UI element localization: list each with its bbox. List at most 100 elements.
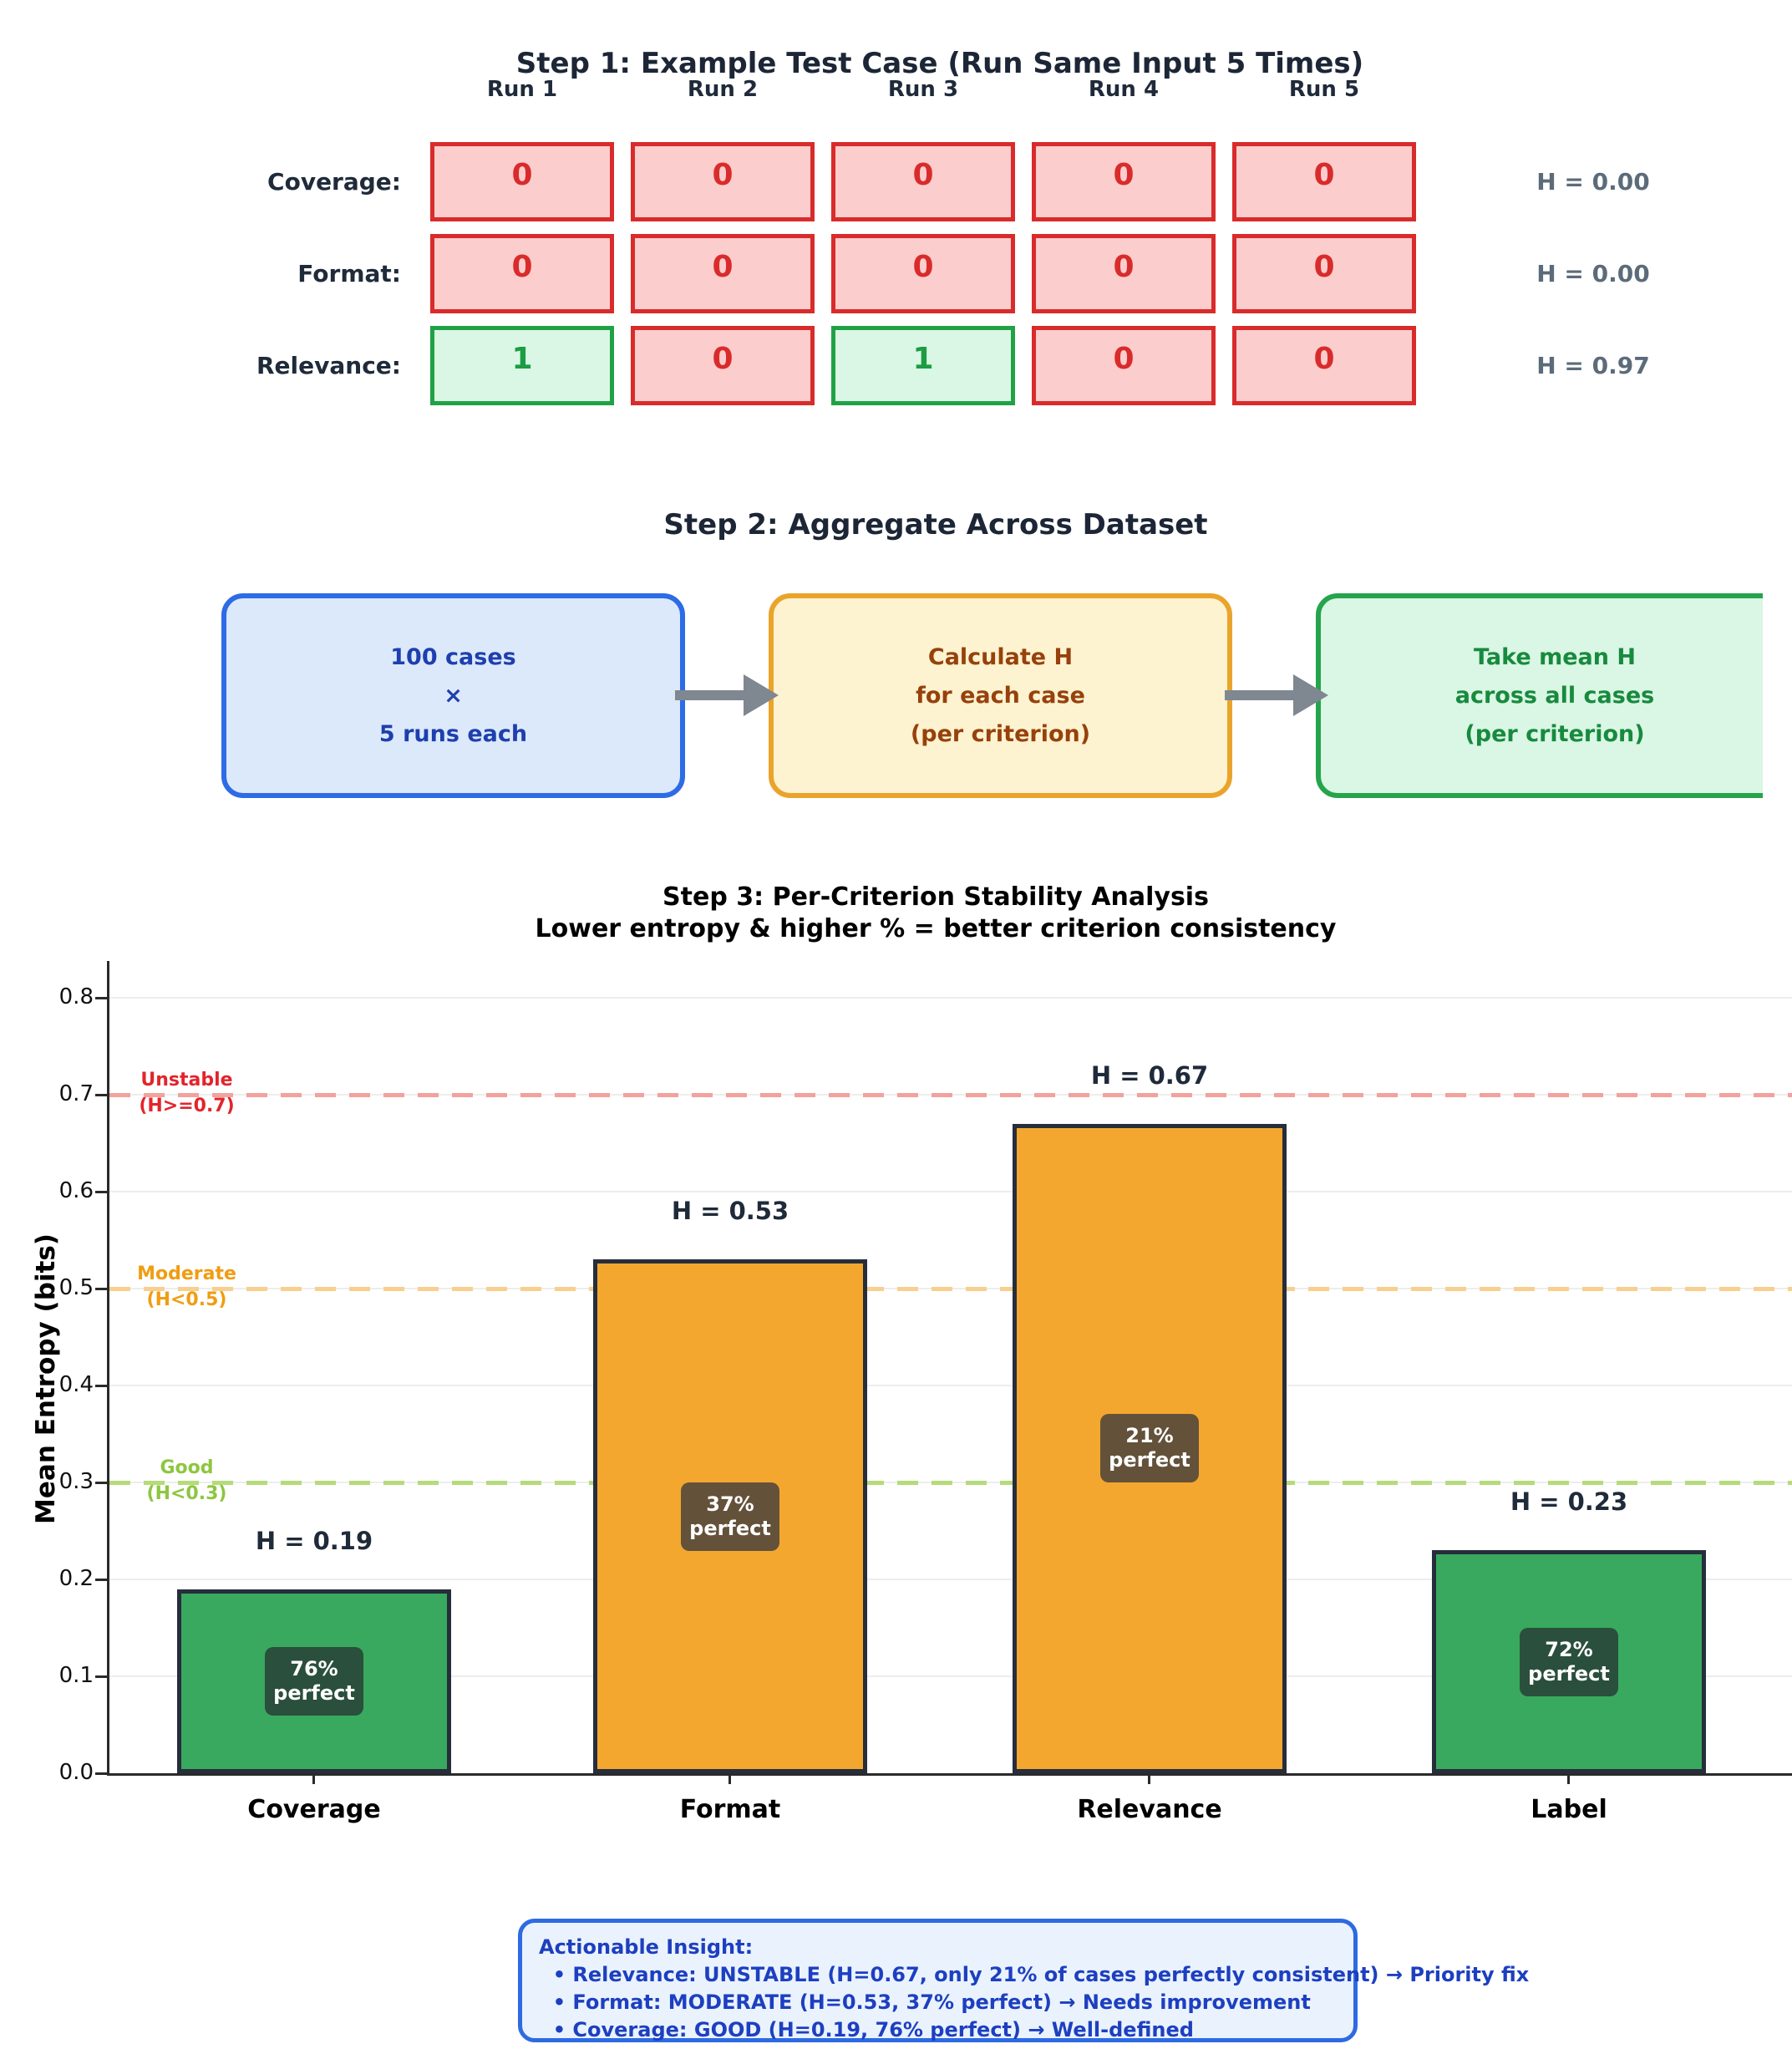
entropy-value: H = 0.00	[1536, 168, 1650, 196]
badge-word: perfect	[1109, 1448, 1190, 1472]
flow-box: Take mean H across all cases (per criterio…	[1316, 593, 1763, 798]
x-tick-mark	[1567, 1776, 1570, 1784]
chart-subtitle: Lower entropy & higher % = better criter…	[535, 914, 1337, 943]
x-tick-mark	[728, 1776, 731, 1784]
y-tick-label: 0.0	[58, 1760, 94, 1785]
chart-title: Step 3: Per-Criterion Stability Analysis	[662, 882, 1209, 912]
flow-box-line: Calculate H	[927, 643, 1074, 670]
flow-box-line: 100 cases	[390, 643, 516, 670]
score-cell: 0	[631, 234, 815, 313]
gridline	[109, 1191, 1792, 1192]
entropy-value: H = 0.00	[1536, 260, 1650, 287]
gridline	[109, 1579, 1792, 1580]
gridline	[109, 1675, 1792, 1677]
y-tick-mark	[95, 1482, 107, 1484]
run-header: Run 4	[1088, 77, 1160, 102]
score-cell-value: 0	[712, 342, 734, 376]
y-tick-mark	[95, 1191, 107, 1193]
badge: 37% perfect	[681, 1482, 779, 1551]
row-label: Relevance:	[256, 352, 401, 379]
score-cell-value: 0	[1313, 158, 1335, 192]
badge-percent: 37%	[706, 1492, 754, 1516]
score-cell: 0	[631, 142, 815, 221]
step1-title: Step 1: Example Test Case (Run Same Inpu…	[515, 47, 1364, 80]
y-tick-mark	[95, 1385, 107, 1387]
y-tick-mark	[95, 1675, 107, 1678]
threshold-condition: (H>=0.7)	[139, 1096, 235, 1116]
y-tick-mark	[95, 1579, 107, 1581]
score-cell: 0	[1032, 326, 1216, 405]
insight-line: • Coverage: GOOD (H=0.19, 76% perfect) →…	[539, 2018, 1194, 2041]
score-cell: 0	[1232, 326, 1416, 405]
y-tick-mark	[95, 1772, 107, 1775]
insight-line: • Relevance: UNSTABLE (H=0.67, only 21% …	[539, 1963, 1530, 1986]
y-tick-mark	[95, 1288, 107, 1290]
x-tick-mark	[312, 1776, 315, 1784]
badge-percent: 21%	[1125, 1424, 1174, 1448]
flow-box-line: for each case	[916, 682, 1085, 709]
score-cell-value: 0	[1313, 342, 1335, 376]
score-cell-value: 1	[511, 342, 533, 376]
flow-box: Calculate H for each case (per criterion)	[769, 593, 1232, 798]
threshold-condition: (H<0.5)	[146, 1289, 227, 1310]
x-tick-label: Relevance	[1077, 1795, 1222, 1824]
x-tick-label: Coverage	[247, 1795, 381, 1824]
step2-title: Step 2: Aggregate Across Dataset	[663, 508, 1208, 541]
badge: 21% perfect	[1100, 1414, 1199, 1483]
score-cell-value: 0	[1113, 250, 1135, 284]
badge-word: perfect	[273, 1680, 355, 1705]
entropy-value: H = 0.97	[1536, 352, 1650, 379]
y-tick-label: 0.4	[58, 1372, 94, 1397]
score-cell: 0	[831, 142, 1015, 221]
bar-value-label: H = 0.23	[1510, 1487, 1628, 1517]
insight-line: Actionable Insight:	[539, 1935, 754, 1959]
y-tick-mark	[95, 1094, 107, 1096]
flow-box-line: (per criterion)	[910, 720, 1091, 747]
score-cell-value: 0	[1113, 342, 1135, 376]
arrow-right-icon	[675, 674, 779, 716]
gridline	[109, 997, 1792, 999]
y-tick-label: 0.2	[58, 1566, 94, 1591]
x-tick-mark	[1148, 1776, 1150, 1784]
badge-word: perfect	[1528, 1661, 1610, 1685]
score-cell-value: 0	[712, 250, 734, 284]
badge-word: perfect	[689, 1516, 771, 1540]
score-cell-value: 0	[712, 158, 734, 192]
score-cell-value: 1	[912, 342, 934, 376]
bar-value-label: H = 0.19	[255, 1526, 373, 1555]
threshold-line	[109, 1481, 1792, 1485]
score-cell-value: 0	[912, 250, 934, 284]
run-header: Run 3	[887, 77, 959, 102]
run-header: Run 1	[486, 77, 558, 102]
y-tick-label: 0.5	[58, 1275, 94, 1300]
row-label: Format:	[297, 260, 401, 287]
insight-box: Actionable Insight: • Relevance: UNSTABL…	[518, 1919, 1530, 2042]
x-tick-label: Label	[1531, 1795, 1607, 1824]
score-cell: 0	[831, 234, 1015, 313]
score-cell: 0	[1032, 234, 1216, 313]
flow-box-line: across all cases	[1454, 682, 1655, 709]
flow-box-line: (per criterion)	[1465, 720, 1645, 747]
badge-percent: 76%	[290, 1656, 338, 1680]
threshold-label: Good	[160, 1457, 214, 1478]
y-tick-mark	[95, 997, 107, 999]
y-tick-label: 0.3	[58, 1469, 94, 1494]
score-cell-value: 0	[511, 250, 533, 284]
row-label: Coverage:	[267, 168, 401, 196]
score-cell: 0	[1032, 142, 1216, 221]
score-cell: 0	[1232, 142, 1416, 221]
threshold-line	[109, 1287, 1792, 1291]
gridline	[109, 1385, 1792, 1386]
y-tick-label: 0.7	[58, 1081, 94, 1106]
flow-box-line: ×	[444, 682, 463, 709]
threshold-condition: (H<0.3)	[146, 1483, 227, 1504]
badge-percent: 72%	[1545, 1637, 1593, 1661]
score-cell-value: 0	[1313, 250, 1335, 284]
score-cell-value: 0	[511, 158, 533, 192]
y-tick-label: 0.8	[58, 984, 94, 1009]
flow-box-line: 5 runs each	[378, 720, 528, 747]
score-cell-value: 0	[1113, 158, 1135, 192]
score-cell: 0	[1232, 234, 1416, 313]
flow-box-clip: Take mean H across all cases (per criterio…	[1316, 593, 1763, 798]
